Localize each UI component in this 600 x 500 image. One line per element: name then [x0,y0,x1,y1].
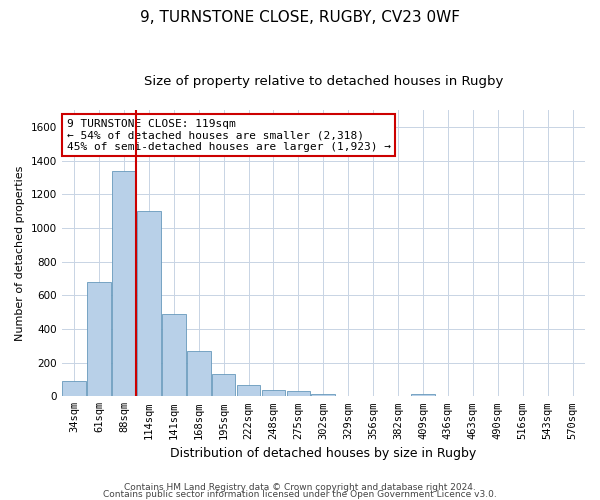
Bar [212,374,235,396]
Bar [137,211,161,396]
Text: 9, TURNSTONE CLOSE, RUGBY, CV23 0WF: 9, TURNSTONE CLOSE, RUGBY, CV23 0WF [140,10,460,25]
Bar [287,392,310,396]
Bar [237,386,260,396]
Y-axis label: Number of detached properties: Number of detached properties [15,166,25,341]
Bar [187,351,211,397]
Text: Contains HM Land Registry data © Crown copyright and database right 2024.: Contains HM Land Registry data © Crown c… [124,484,476,492]
Bar [87,282,111,397]
Bar [411,394,435,396]
Text: 9 TURNSTONE CLOSE: 119sqm
← 54% of detached houses are smaller (2,318)
45% of se: 9 TURNSTONE CLOSE: 119sqm ← 54% of detac… [67,118,391,152]
Bar [162,314,185,396]
Bar [262,390,286,396]
Text: Contains public sector information licensed under the Open Government Licence v3: Contains public sector information licen… [103,490,497,499]
Bar [311,394,335,396]
X-axis label: Distribution of detached houses by size in Rugby: Distribution of detached houses by size … [170,447,476,460]
Bar [62,381,86,396]
Bar [112,170,136,396]
Title: Size of property relative to detached houses in Rugby: Size of property relative to detached ho… [143,75,503,88]
